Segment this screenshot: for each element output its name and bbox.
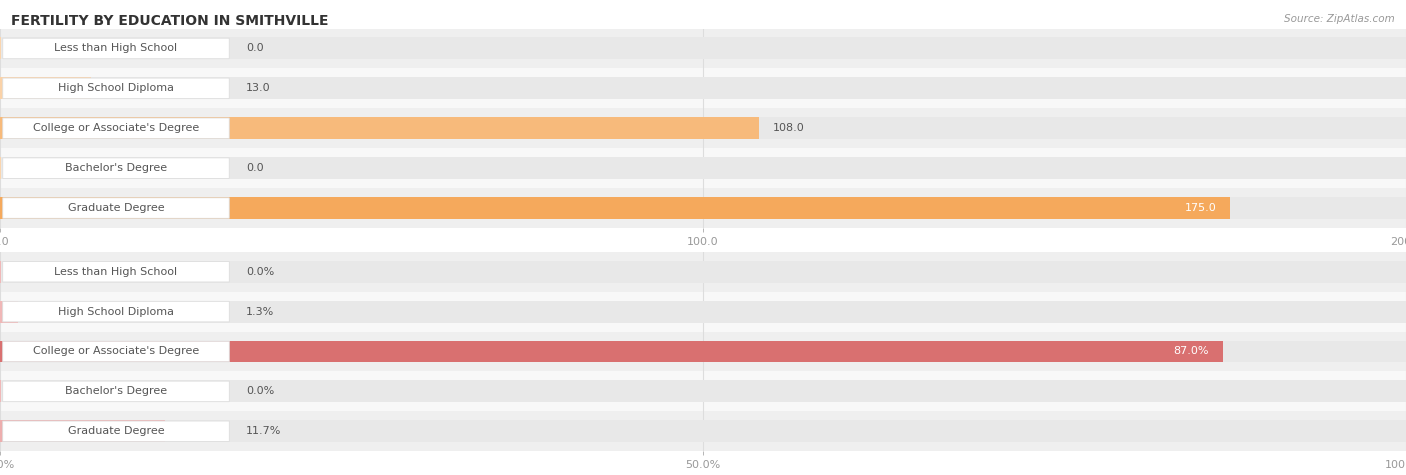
Text: High School Diploma: High School Diploma bbox=[58, 306, 174, 317]
Bar bbox=[0, 420, 1406, 442]
FancyBboxPatch shape bbox=[3, 341, 229, 362]
Bar bbox=[0, 420, 165, 442]
Text: Less than High School: Less than High School bbox=[55, 266, 177, 277]
Bar bbox=[0, 77, 91, 99]
Bar bbox=[0, 411, 1406, 451]
FancyBboxPatch shape bbox=[3, 421, 229, 442]
Bar bbox=[0, 380, 1406, 402]
FancyBboxPatch shape bbox=[3, 261, 229, 282]
Text: 13.0: 13.0 bbox=[246, 83, 271, 94]
Bar bbox=[0, 292, 1406, 332]
Bar bbox=[0, 157, 1, 179]
Bar bbox=[0, 252, 1406, 292]
Bar bbox=[0, 261, 1, 283]
Text: 87.0%: 87.0% bbox=[1174, 346, 1209, 357]
Bar bbox=[0, 301, 1406, 323]
Bar bbox=[0, 117, 1406, 139]
Bar bbox=[0, 108, 1406, 148]
FancyBboxPatch shape bbox=[3, 198, 229, 218]
FancyBboxPatch shape bbox=[3, 301, 229, 322]
Bar bbox=[0, 332, 1406, 371]
Bar bbox=[0, 38, 1406, 59]
Text: Bachelor's Degree: Bachelor's Degree bbox=[65, 386, 167, 397]
Bar bbox=[0, 77, 1406, 99]
Text: Source: ZipAtlas.com: Source: ZipAtlas.com bbox=[1284, 14, 1395, 24]
Text: 1.3%: 1.3% bbox=[246, 306, 274, 317]
Text: Bachelor's Degree: Bachelor's Degree bbox=[65, 163, 167, 173]
Text: 0.0%: 0.0% bbox=[246, 386, 274, 397]
Text: 0.0%: 0.0% bbox=[246, 266, 274, 277]
Text: FERTILITY BY EDUCATION IN SMITHVILLE: FERTILITY BY EDUCATION IN SMITHVILLE bbox=[11, 14, 329, 28]
Bar bbox=[0, 148, 1406, 188]
Text: 0.0: 0.0 bbox=[246, 43, 264, 54]
Text: Graduate Degree: Graduate Degree bbox=[67, 426, 165, 437]
FancyBboxPatch shape bbox=[3, 158, 229, 179]
FancyBboxPatch shape bbox=[3, 381, 229, 402]
Bar bbox=[0, 341, 1223, 362]
Bar bbox=[0, 371, 1406, 411]
Bar bbox=[0, 261, 1406, 283]
FancyBboxPatch shape bbox=[3, 78, 229, 99]
FancyBboxPatch shape bbox=[3, 38, 229, 59]
Bar bbox=[0, 301, 18, 323]
Text: 175.0: 175.0 bbox=[1184, 203, 1216, 213]
Bar bbox=[0, 68, 1406, 108]
Text: 108.0: 108.0 bbox=[773, 123, 806, 133]
Bar bbox=[0, 38, 1, 59]
Text: College or Associate's Degree: College or Associate's Degree bbox=[32, 123, 200, 133]
Bar bbox=[0, 380, 1, 402]
Text: College or Associate's Degree: College or Associate's Degree bbox=[32, 346, 200, 357]
Text: 11.7%: 11.7% bbox=[246, 426, 281, 437]
FancyBboxPatch shape bbox=[3, 118, 229, 139]
Bar bbox=[0, 117, 759, 139]
Bar bbox=[0, 197, 1406, 219]
Text: High School Diploma: High School Diploma bbox=[58, 83, 174, 94]
Text: Less than High School: Less than High School bbox=[55, 43, 177, 54]
Bar bbox=[0, 197, 1230, 219]
Bar bbox=[0, 188, 1406, 228]
Bar bbox=[0, 341, 1406, 362]
Bar bbox=[0, 157, 1406, 179]
Bar bbox=[0, 28, 1406, 68]
Text: 0.0: 0.0 bbox=[246, 163, 264, 173]
Text: Graduate Degree: Graduate Degree bbox=[67, 203, 165, 213]
